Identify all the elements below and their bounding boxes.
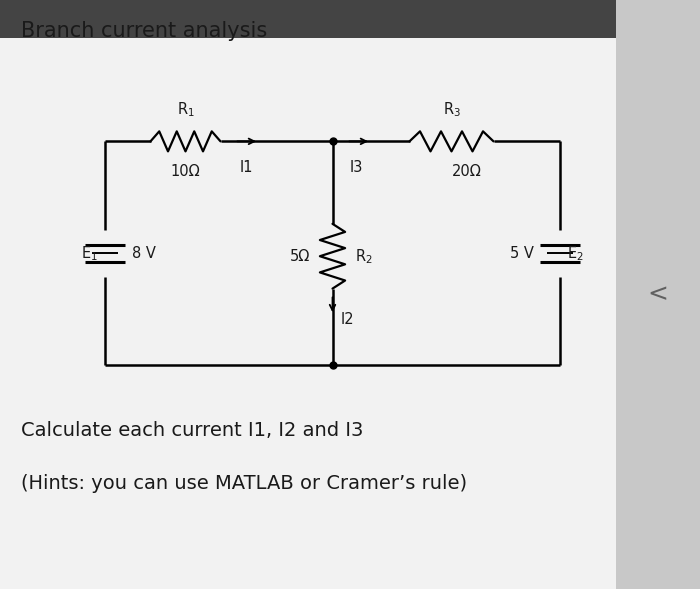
Text: I3: I3 [350, 160, 363, 175]
Text: 10Ω: 10Ω [171, 164, 200, 178]
Bar [0, 0, 700, 38]
Text: (Hints: you can use MATLAB or Cramer’s rule): (Hints: you can use MATLAB or Cramer’s r… [21, 474, 467, 493]
Text: I1: I1 [239, 160, 253, 175]
Text: R$_3$: R$_3$ [442, 100, 461, 119]
Bar [616, 0, 700, 589]
Text: R$_1$: R$_1$ [176, 100, 195, 119]
Text: <: < [648, 283, 668, 306]
Text: I2: I2 [341, 312, 354, 327]
Text: 5 V: 5 V [510, 246, 533, 261]
Text: R$_2$: R$_2$ [355, 247, 372, 266]
Text: 8 V: 8 V [132, 246, 155, 261]
Text: 20Ω: 20Ω [452, 164, 482, 178]
Text: Calculate each current I1, I2 and I3: Calculate each current I1, I2 and I3 [21, 421, 363, 440]
Text: Branch current analysis: Branch current analysis [21, 21, 267, 41]
Text: E$_1$: E$_1$ [81, 244, 98, 263]
Text: 5Ω: 5Ω [290, 249, 310, 264]
Text: E$_2$: E$_2$ [567, 244, 584, 263]
